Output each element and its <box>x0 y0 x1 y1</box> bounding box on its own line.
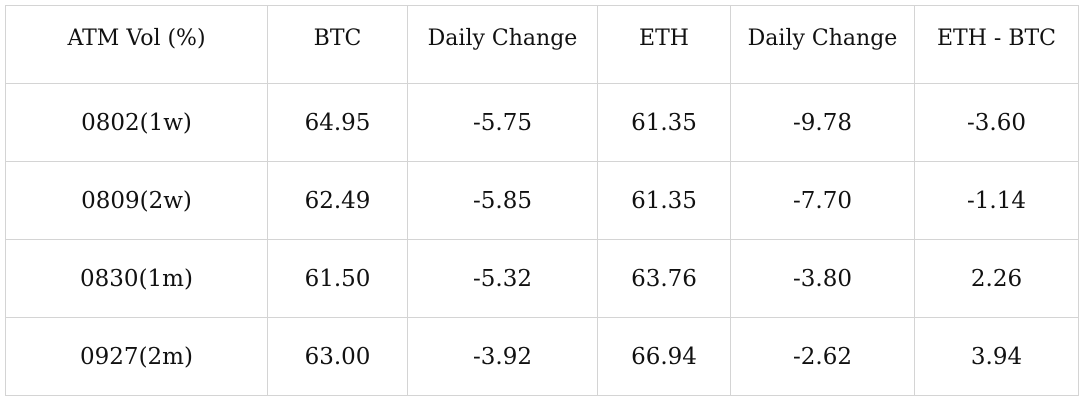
cell: 61.50 <box>267 239 408 318</box>
table-row: 0809(2w) 62.49 -5.85 61.35 -7.70 -1.14 <box>5 161 1079 240</box>
header-cell: ETH - BTC <box>914 5 1079 84</box>
header-row: ATM Vol (%) BTC Daily Change ETH Daily Chang… <box>5 5 1079 84</box>
header-cell: ETH <box>597 5 731 84</box>
cell: 64.95 <box>267 83 408 162</box>
cell: 62.49 <box>267 161 408 240</box>
table-row: 0927(2m) 63.00 -3.92 66.94 -2.62 3.94 <box>5 317 1079 396</box>
row-label: 0830(1m) <box>5 239 268 318</box>
cell: 61.35 <box>597 161 731 240</box>
header-cell: ATM Vol (%) <box>5 5 268 84</box>
cell: -9.78 <box>730 83 915 162</box>
table-body: 0802(1w) 64.95 -5.75 61.35 -9.78 -3.60 0809(2w… <box>5 83 1079 396</box>
row-label: 0809(2w) <box>5 161 268 240</box>
cell: -3.92 <box>407 317 598 396</box>
cell: -5.75 <box>407 83 598 162</box>
row-label: 0927(2m) <box>5 317 268 396</box>
header-cell: Daily Change <box>730 5 915 84</box>
cell: 63.00 <box>267 317 408 396</box>
cell: -7.70 <box>730 161 915 240</box>
cell: 2.26 <box>914 239 1079 318</box>
cell: -3.80 <box>730 239 915 318</box>
table-row: 0830(1m) 61.50 -5.32 63.76 -3.80 2.26 <box>5 239 1079 318</box>
header-cell: BTC <box>267 5 408 84</box>
cell: -5.32 <box>407 239 598 318</box>
cell: 3.94 <box>914 317 1079 396</box>
cell: -3.60 <box>914 83 1079 162</box>
cell: -5.85 <box>407 161 598 240</box>
vol-table: ATM Vol (%) BTC Daily Change ETH Daily Chang… <box>5 5 1079 396</box>
cell: 66.94 <box>597 317 731 396</box>
cell: -2.62 <box>730 317 915 396</box>
cell: 61.35 <box>597 83 731 162</box>
row-label: 0802(1w) <box>5 83 268 162</box>
table-row: 0802(1w) 64.95 -5.75 61.35 -9.78 -3.60 <box>5 83 1079 162</box>
cell: 63.76 <box>597 239 731 318</box>
cell: -1.14 <box>914 161 1079 240</box>
header-cell: Daily Change <box>407 5 598 84</box>
